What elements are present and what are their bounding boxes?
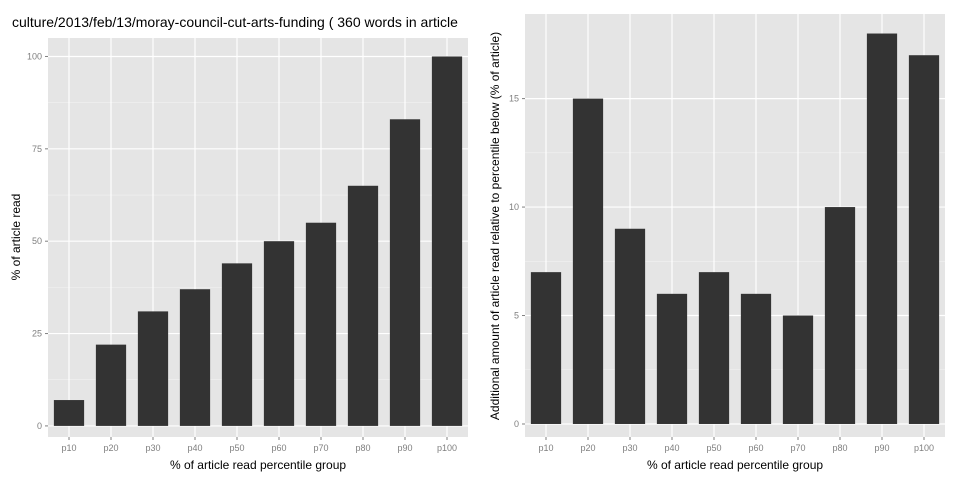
left-x-tick-label: p90 [397, 443, 412, 453]
right-bar-p50 [698, 272, 730, 424]
left-bar-p60 [263, 241, 295, 426]
right-bar-p100 [908, 55, 940, 424]
left-y-tick-label: 25 [32, 329, 42, 339]
right-x-tick-label: p10 [538, 443, 553, 453]
left-x-tick-label: p100 [437, 443, 457, 453]
left-bar-p80 [347, 185, 379, 426]
right-bar-p40 [656, 293, 688, 424]
right-x-tick-label: p40 [664, 443, 679, 453]
right-bar-p60 [740, 293, 772, 424]
left-x-tick-label: p70 [313, 443, 328, 453]
right-x-axis-label: % of article read percentile group [647, 458, 823, 472]
left-y-tick-label: 50 [32, 236, 42, 246]
left-x-axis-label: % of article read percentile group [170, 458, 346, 472]
right-y-axis-label: Additional amount of article read relati… [488, 32, 502, 420]
right-x-tick-label: p60 [748, 443, 763, 453]
left-bar-p20 [95, 344, 127, 426]
left-bar-p90 [389, 119, 421, 426]
right-bar-p30 [614, 228, 646, 424]
left-x-tick-label: p30 [145, 443, 160, 453]
right-bar-p20 [572, 98, 604, 424]
right-x-tick-label: p50 [706, 443, 721, 453]
left-bar-p100 [431, 56, 463, 426]
left-bar-p30 [137, 311, 169, 426]
right-x-tick-label: p20 [580, 443, 595, 453]
left-bar-p50 [221, 263, 253, 426]
right-bar-p90 [866, 33, 898, 424]
left-bar-p10 [53, 400, 85, 426]
left-y-tick-label: 75 [32, 144, 42, 154]
right-x-tick-label: p70 [790, 443, 805, 453]
right-y-tick-label: 0 [514, 419, 519, 429]
right-x-tick-label: p80 [832, 443, 847, 453]
left-x-tick-label: p80 [355, 443, 370, 453]
right-x-tick-label: p30 [622, 443, 637, 453]
right-y-tick-label: 5 [514, 311, 519, 321]
right-y-tick-label: 10 [509, 202, 519, 212]
left-x-tick-label: p40 [187, 443, 202, 453]
left-y-axis-label: % of article read [9, 194, 23, 281]
left-x-tick-label: p10 [61, 443, 76, 453]
left-x-tick-label: p60 [271, 443, 286, 453]
right-bar-p10 [530, 272, 562, 424]
left-x-tick-label: p50 [229, 443, 244, 453]
left-bar-p70 [305, 222, 337, 426]
chart-title: culture/2013/feb/13/moray-council-cut-ar… [12, 14, 458, 30]
right-x-tick-label: p90 [874, 443, 889, 453]
left-bar-p40 [179, 289, 211, 426]
right-bar-p70 [782, 315, 814, 424]
left-y-tick-label: 100 [27, 51, 42, 61]
right-x-tick-label: p100 [914, 443, 934, 453]
left-x-tick-label: p20 [103, 443, 118, 453]
right-bar-p80 [824, 207, 856, 424]
right-y-tick-label: 15 [509, 94, 519, 104]
left-y-tick-label: 0 [37, 421, 42, 431]
